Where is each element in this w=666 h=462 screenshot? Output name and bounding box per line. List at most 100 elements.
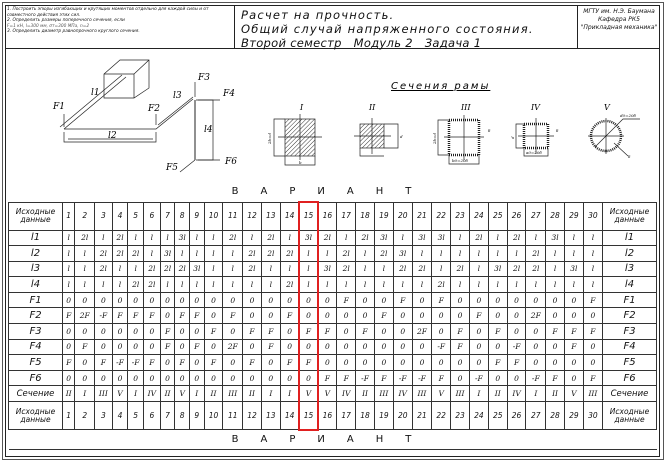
table-cell: l xyxy=(582,260,604,278)
row-label: F2 xyxy=(8,307,63,325)
variant-number: 2 xyxy=(74,201,96,231)
table-cell: 2l xyxy=(336,245,357,262)
table-cell: 2l xyxy=(525,260,547,278)
table-cell: F xyxy=(545,323,565,340)
table-cell: III xyxy=(222,385,244,403)
table-cell: F xyxy=(127,307,144,325)
section-IV: IV d a0=20δ δ xyxy=(510,103,559,157)
variant-number: 26 xyxy=(506,201,527,231)
variant-number: 25 xyxy=(487,201,508,231)
table-cell: 0 xyxy=(431,354,452,371)
table-cell: I xyxy=(74,385,96,403)
table-cell: II xyxy=(487,385,508,403)
variant-number: 6 xyxy=(142,401,161,431)
table-cell: 0 xyxy=(111,291,129,309)
table-cell: F xyxy=(336,369,357,387)
row-label: F3 xyxy=(602,323,657,340)
table-cell: 0 xyxy=(188,354,205,371)
table-cell: 2l xyxy=(242,260,262,278)
row-label: l3 xyxy=(8,260,63,278)
note-2: 2. Определить размеры поперечного сечени… xyxy=(7,18,125,24)
table-cell: l xyxy=(392,229,413,247)
table-cell: 0 xyxy=(260,354,281,371)
section-IV-height: d xyxy=(510,136,515,139)
variants-table: ВАРИАНТ Исходные данные 1 2 3 4 5 6 7 8 9 10 11 12 13 1… xyxy=(8,182,657,451)
table-row: l2 l l 2l 2l 2l l 3l l l l l 2l 2l 2l l l 2l l 2l 3l l l l l l l 2l… xyxy=(8,245,657,262)
variant-number: 23 xyxy=(450,401,470,431)
wall-support xyxy=(103,59,150,99)
section-V: V d0=20δ δ xyxy=(588,103,640,159)
page-title: Расчет на прочность. Общий случай напряж… xyxy=(235,5,578,50)
section-IV-thickness: δ xyxy=(556,128,559,133)
variant-number: 11 xyxy=(222,401,244,431)
table-cell: 0 xyxy=(159,291,176,309)
table-cell: 0 xyxy=(355,291,375,309)
frame-scheme xyxy=(59,59,220,173)
table-cell: l xyxy=(279,260,300,278)
variant-number: 18 xyxy=(355,201,375,231)
table-cell: -F xyxy=(468,369,489,387)
table-cell: 0 xyxy=(298,338,319,356)
force-arrows-down xyxy=(63,82,196,127)
variant-title-row: ВАРИАНТ xyxy=(8,182,657,203)
table-cell: l xyxy=(563,276,584,293)
table-cell: 0 xyxy=(94,369,113,387)
table-cell: F xyxy=(159,323,176,340)
variant-number: 17 xyxy=(336,401,357,431)
table-cell: 2l xyxy=(159,260,176,278)
table-cell: III xyxy=(94,385,113,403)
table-cell: 0 xyxy=(174,323,190,340)
table-cell: 0 xyxy=(203,307,224,325)
table-cell: 0 xyxy=(545,291,565,309)
table-cell: 0 xyxy=(111,338,129,356)
section-I-label: I xyxy=(299,103,304,112)
table-cell: 2l xyxy=(174,260,190,278)
table-cell: -F xyxy=(111,354,129,371)
section-V-diameter: d0=20δ xyxy=(620,113,637,118)
table-cell: F xyxy=(450,323,470,340)
table-cell: F xyxy=(111,307,129,325)
header-label: Исходные данные xyxy=(8,201,63,231)
table-cell: I xyxy=(127,385,144,403)
table-cell: 0 xyxy=(487,369,508,387)
table-cell: 0 xyxy=(127,323,144,340)
header-label: Исходные данные xyxy=(602,201,657,231)
table-cell: 0 xyxy=(279,323,300,340)
table-cell: 0 xyxy=(74,291,96,309)
table-cell: 0 xyxy=(450,307,470,325)
table-cell: F xyxy=(373,307,394,325)
table-cell: l xyxy=(411,245,433,262)
table-cell: 2l xyxy=(222,229,244,247)
variant-number: 26 xyxy=(506,401,527,431)
table-cell: 0 xyxy=(506,323,527,340)
row-label: l2 xyxy=(8,245,63,262)
table-cell: II xyxy=(203,385,224,403)
variant-number: 24 xyxy=(468,401,489,431)
table-cell: l xyxy=(582,276,604,293)
table-cell: 0 xyxy=(188,369,205,387)
table-cell: 0 xyxy=(222,323,244,340)
table-cell: 0 xyxy=(298,307,319,325)
table-cell: l xyxy=(203,276,224,293)
label-l1: l1 xyxy=(91,88,100,98)
variant-number: 20 xyxy=(392,401,413,431)
table-cell: l xyxy=(563,229,584,247)
sections-title: Сечения рамы xyxy=(391,81,490,92)
variant-number: 27 xyxy=(525,201,547,231)
table-cell: 2l xyxy=(506,260,527,278)
variant-number: 7 xyxy=(159,401,176,431)
variant-number: 13 xyxy=(260,201,281,231)
table-cell: l xyxy=(61,260,76,278)
table-cell: 0 xyxy=(450,369,470,387)
table-cell: 0 xyxy=(506,369,527,387)
table-cell: F xyxy=(142,307,161,325)
table-cell: F xyxy=(222,307,244,325)
section-II-dim: d xyxy=(400,134,403,139)
section-III-thickness: δ xyxy=(488,128,491,133)
table-cell: 0 xyxy=(260,307,281,325)
label-l3: l3 xyxy=(173,91,182,101)
section-V-label: V xyxy=(604,103,611,112)
university: МГТУ им. Н.Э. Баумана xyxy=(583,8,655,15)
table-cell: l xyxy=(298,245,319,262)
table-cell: 2l xyxy=(94,260,113,278)
